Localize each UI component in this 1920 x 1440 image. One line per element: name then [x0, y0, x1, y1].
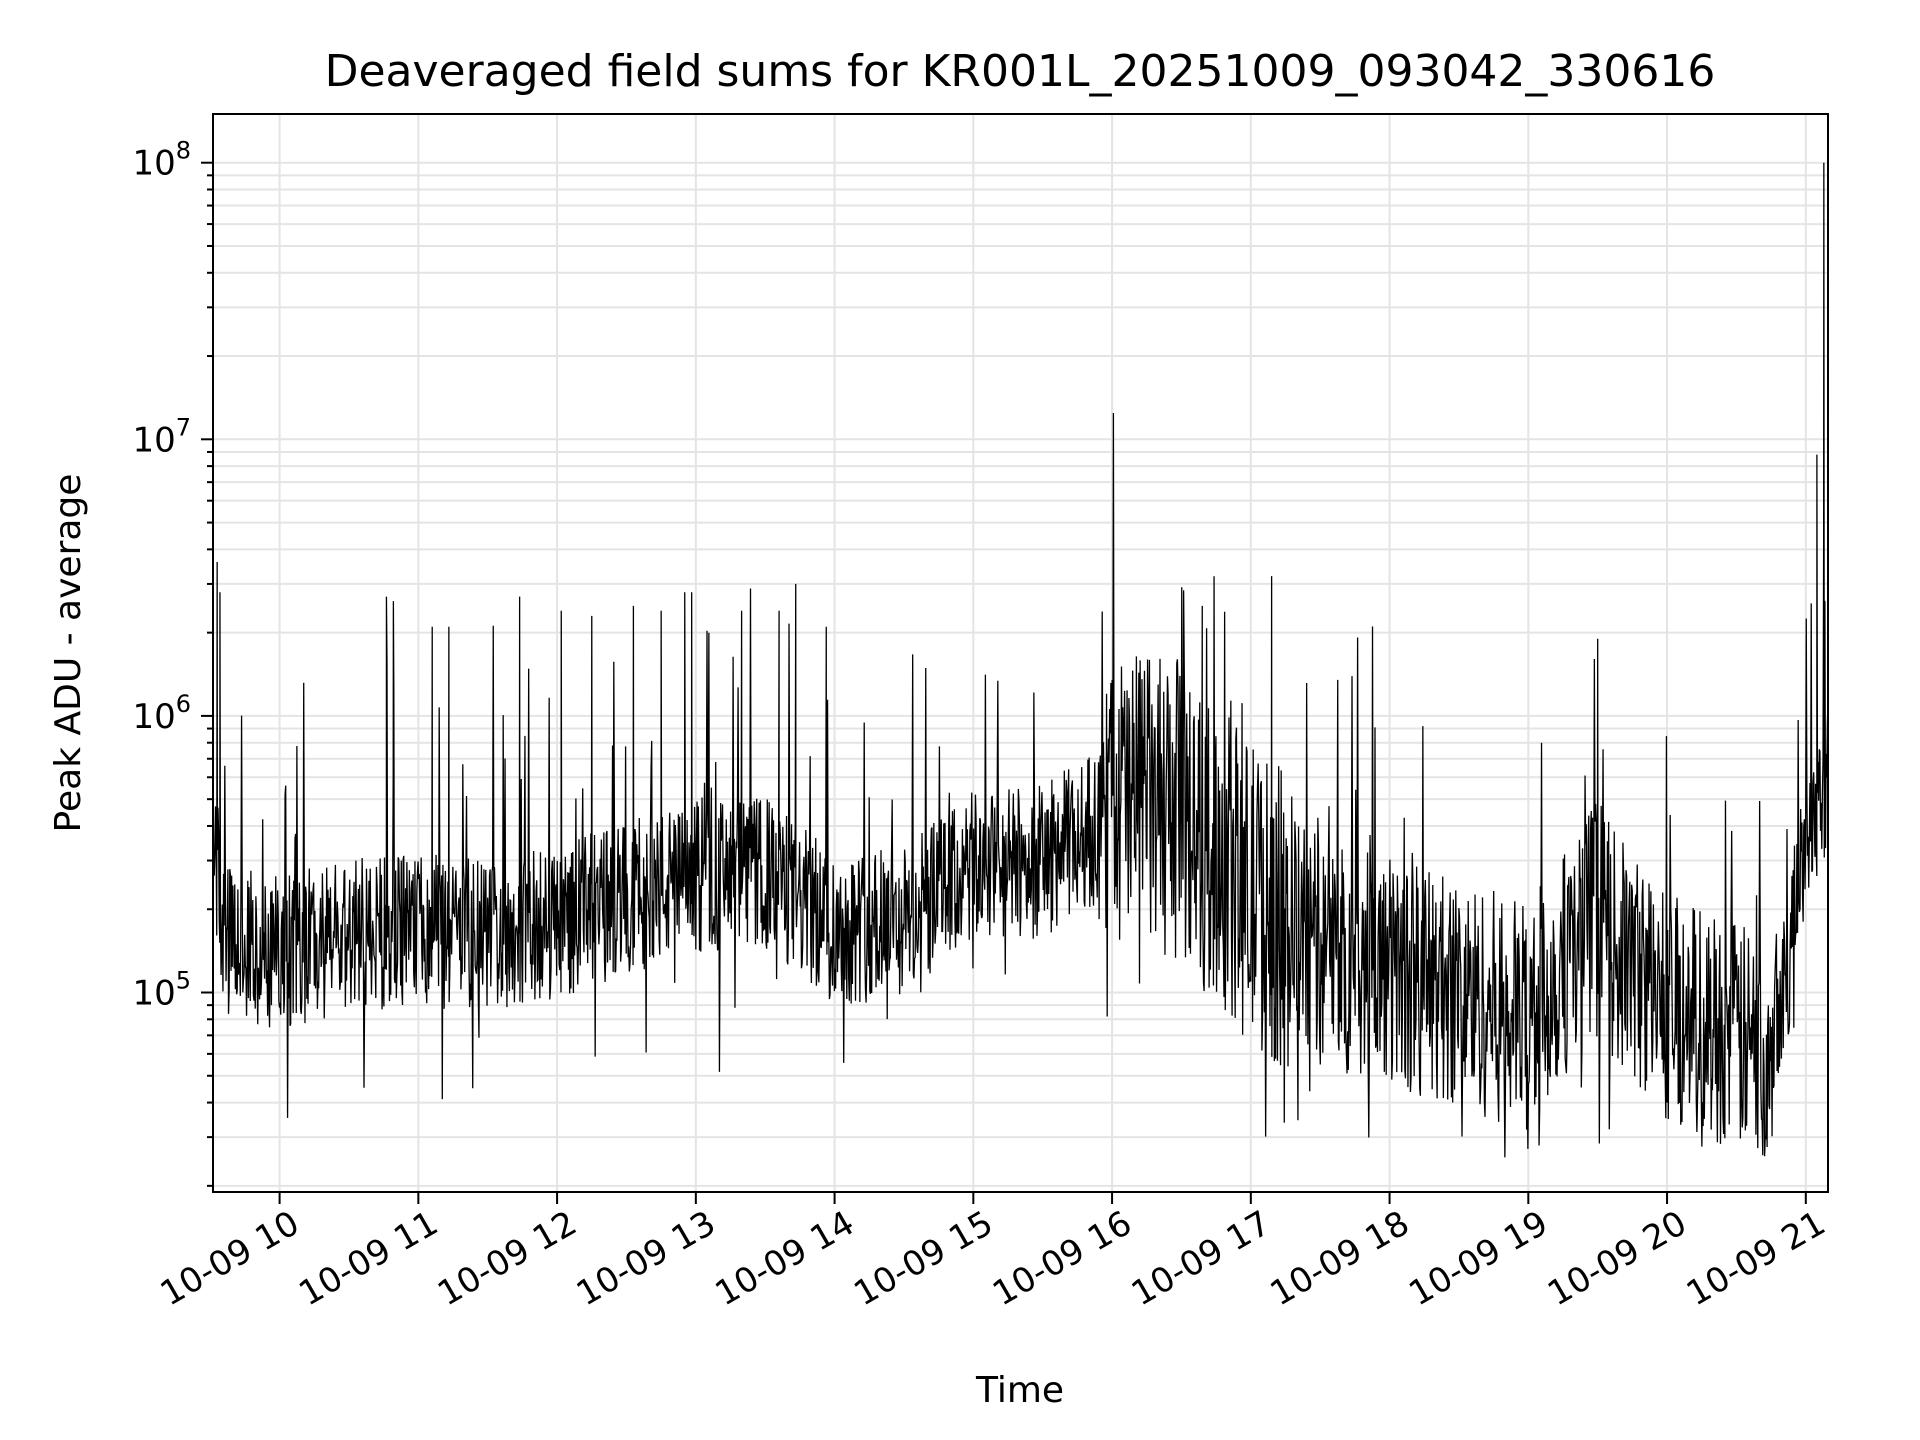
x-tick-label: 10-09 21 [1680, 1203, 1832, 1314]
y-axis-label: Peak ADU - average [48, 474, 89, 833]
x-tick-label: 10-09 16 [986, 1203, 1138, 1314]
y-tick-label: 106 [132, 690, 191, 737]
x-tick-label: 10-09 14 [709, 1203, 861, 1314]
y-tick-label: 108 [132, 137, 191, 184]
x-tick-label: 10-09 17 [1125, 1203, 1277, 1314]
plot-frame [212, 113, 1829, 1193]
grid-lines [213, 114, 1828, 1192]
x-tick-label: 10-09 19 [1402, 1203, 1554, 1314]
x-tick-label: 10-09 12 [431, 1203, 583, 1314]
y-tick-label: 107 [132, 413, 191, 460]
x-tick-label: 10-09 13 [570, 1203, 722, 1314]
y-axis: 105 106 107 108 [132, 137, 213, 1187]
series-path [213, 162, 1828, 1158]
x-tick-label: 10-09 20 [1541, 1203, 1693, 1314]
y-tick-label: 105 [132, 967, 191, 1014]
x-tick-label: 10-09 15 [847, 1203, 999, 1314]
x-tick-label: 10-09 18 [1264, 1203, 1416, 1314]
x-tick-label: 10-09 10 [154, 1203, 306, 1314]
x-axis-label: Time [975, 1370, 1064, 1411]
chart-title: Deaveraged field sums for KR001L_2025100… [325, 46, 1716, 97]
series-line [213, 162, 1828, 1158]
x-tick-label: 10-09 11 [292, 1203, 444, 1314]
